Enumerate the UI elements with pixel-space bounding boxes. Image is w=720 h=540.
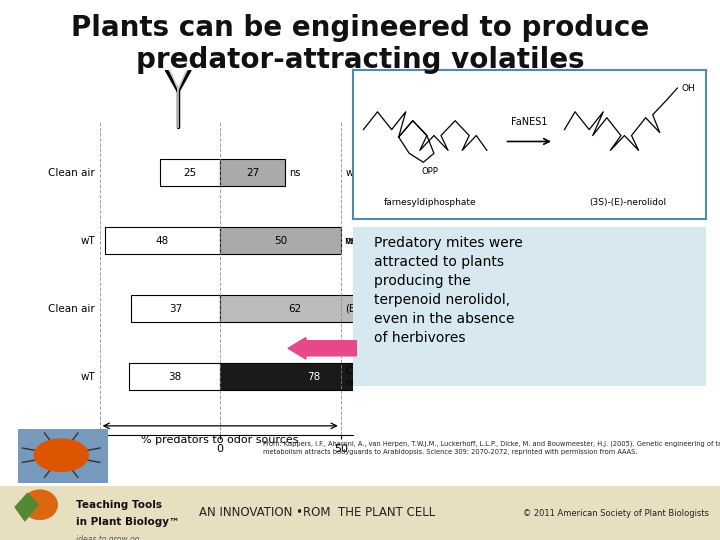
Text: **: **: [373, 303, 383, 314]
Bar: [220, 295, 369, 322]
Text: From: Kappers, I.F., Aharoni, A., van Herpen, T.W.J.M., Luckerhoff, L.L.P., Dick: From: Kappers, I.F., Aharoni, A., van He…: [263, 440, 720, 455]
Text: 27: 27: [246, 167, 259, 178]
Bar: [129, 363, 220, 390]
Text: 25: 25: [184, 167, 197, 178]
Text: wT, spider-mite infested: wT, spider-mite infested: [346, 235, 464, 246]
Circle shape: [34, 439, 88, 471]
Text: OH: OH: [681, 84, 695, 92]
Text: 48: 48: [156, 235, 169, 246]
Text: Clean air: Clean air: [48, 303, 95, 314]
Text: wT: wT: [80, 235, 95, 246]
Bar: [131, 295, 220, 322]
Text: (E)-Nerolidol: (E)-Nerolidol: [346, 303, 406, 314]
Text: % predators to odor sources: % predators to odor sources: [141, 435, 299, 445]
Text: Plants can be engineered to produce: Plants can be engineered to produce: [71, 14, 649, 42]
Text: AN INNOVATION •ROM  THE PLANT CELL: AN INNOVATION •ROM THE PLANT CELL: [199, 507, 435, 519]
Text: farnesyldiphosphate: farnesyldiphosphate: [384, 198, 477, 207]
Bar: [220, 159, 285, 186]
FancyArrow shape: [288, 338, 356, 359]
Text: (3S)-(E)-nerolidol: (3S)-(E)-nerolidol: [590, 198, 667, 207]
Text: © 2011 American Society of Plant Biologists: © 2011 American Society of Plant Biologi…: [523, 509, 709, 517]
Text: 78: 78: [307, 372, 321, 382]
Text: Clean air: Clean air: [48, 167, 95, 178]
Text: Predatory mites were
attracted to plants
producing the
terpenoid nerolidol,
even: Predatory mites were attracted to plants…: [374, 237, 523, 345]
Text: CoxIV-FaNES1, emitting (3S)-(F)-
nerolidol: CoxIV-FaNES1, emitting (3S)-(F)- nerolid…: [346, 366, 503, 388]
Bar: [104, 227, 220, 254]
Text: ideas to grow on: ideas to grow on: [76, 535, 139, 540]
Text: predator-attracting volatiles: predator-attracting volatiles: [135, 46, 585, 74]
Text: 62: 62: [288, 303, 302, 314]
Text: ns: ns: [289, 167, 300, 178]
Text: 38: 38: [168, 372, 181, 382]
Bar: [220, 363, 408, 390]
Text: FaNES1: FaNES1: [511, 117, 547, 126]
Text: OPP: OPP: [422, 167, 439, 176]
Text: **: **: [412, 372, 421, 382]
Text: wT: wT: [346, 167, 359, 178]
Text: wT: wT: [80, 372, 95, 382]
Text: 37: 37: [169, 303, 182, 314]
Text: ns: ns: [344, 235, 356, 246]
Circle shape: [22, 490, 58, 519]
Text: in Plant Biology™: in Plant Biology™: [76, 517, 179, 528]
Polygon shape: [15, 494, 38, 521]
Text: Teaching Tools: Teaching Tools: [76, 500, 161, 510]
Text: 50: 50: [274, 235, 287, 246]
Bar: [220, 227, 341, 254]
Bar: [160, 159, 220, 186]
